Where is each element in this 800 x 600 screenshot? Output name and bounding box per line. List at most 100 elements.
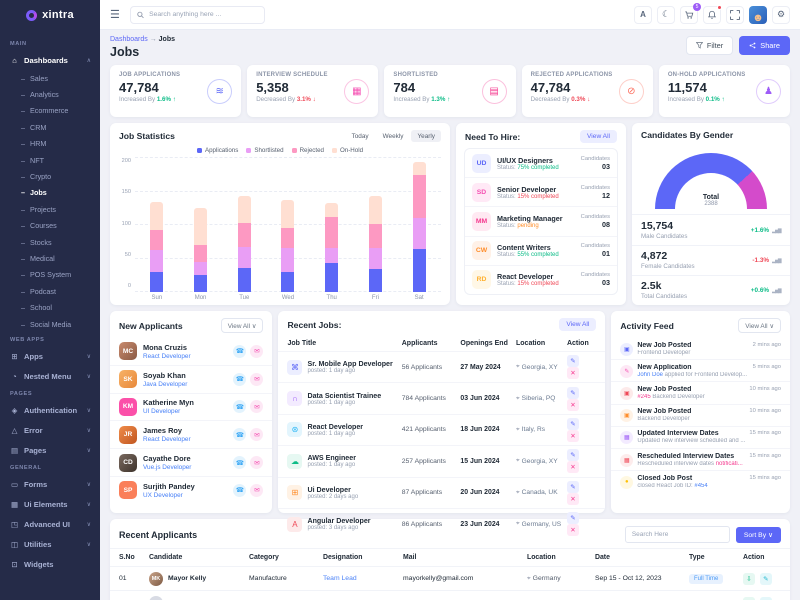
sidebar-item[interactable]: ▤ Pages ∨ xyxy=(10,445,91,455)
sidebar-subitem[interactable]: – Medical xyxy=(21,253,55,263)
message-button[interactable]: ✉ xyxy=(250,400,264,414)
job-row[interactable]: A Angular Developer posted: 3 days ago 8… xyxy=(278,507,606,539)
need-to-hire-view-all-button[interactable]: View All xyxy=(580,130,617,143)
activity-feed-item[interactable]: ▣ New Job Posted Frontend Developer 2 mi… xyxy=(611,338,790,359)
job-row[interactable]: ☁ AWS Engineer posted: 1 day ago 257 App… xyxy=(278,445,606,476)
hire-list-item[interactable]: CW Content Writers Status: 55% completed… xyxy=(465,235,617,265)
table-row[interactable]: 01 MK Mayor Kelly Manufacture Team Lead … xyxy=(110,566,790,590)
applicant-list-item[interactable]: MC Mona Cruzis React Developer ☎ ✉ xyxy=(110,338,272,365)
sidebar-item[interactable]: ⊡ Widgets xyxy=(0,554,100,574)
sidebar-item[interactable]: ▦ Ui Elements ∨ xyxy=(10,499,91,509)
job-row[interactable]: ∩ Data Scientist Trainee posted: 1 day a… xyxy=(278,382,606,413)
sidebar-subitem[interactable]: – Stocks xyxy=(21,237,52,247)
table-row[interactable]: ⌖ ⇩ ✎ xyxy=(110,590,790,600)
hire-list-item[interactable]: UD UI/UX Designers Status: 75% completed… xyxy=(465,149,617,177)
message-button[interactable]: ✉ xyxy=(250,344,264,358)
activity-feed-item[interactable]: ▦ Rescheduled Interview Dates Reschedule… xyxy=(611,447,790,470)
sidebar-subitem[interactable]: – Analytics xyxy=(21,90,59,100)
edit-job-button[interactable]: ✎ xyxy=(566,355,579,368)
cart-icon[interactable]: 5 xyxy=(680,2,701,24)
sidebar-item[interactable]: ◳ Advanced UI ∨ xyxy=(10,519,91,529)
job-row[interactable]: ⊛ React Developer posted: 1 day ago 421 … xyxy=(278,413,606,445)
message-button[interactable]: ✉ xyxy=(250,456,264,470)
sidebar-item[interactable]: △ Error ∨ xyxy=(0,420,100,440)
sidebar-subitem[interactable]: – Projects xyxy=(21,204,56,214)
download-button[interactable]: ⇩ xyxy=(743,572,755,585)
sidebar-subitem[interactable]: – Social Media xyxy=(21,319,72,329)
sidebar-subitem[interactable]: – Crypto xyxy=(21,172,52,182)
recent-jobs-view-all-button[interactable]: View All xyxy=(559,318,597,331)
sidebar-item[interactable]: ⊞ Apps ∨ xyxy=(0,346,100,366)
edit-job-button[interactable]: ✎ xyxy=(566,449,579,462)
activity-feed-item[interactable]: ✎ New Application John Doe applied for F… xyxy=(611,359,790,381)
edit-candidate-button[interactable]: ✎ xyxy=(759,572,772,585)
brand-logo[interactable]: xintra xyxy=(0,0,100,30)
job-row[interactable]: ⌘ Sr. Mobile App Developer posted: 1 day… xyxy=(278,351,606,382)
delete-job-button[interactable]: ✕ xyxy=(566,367,579,380)
table-search-input[interactable] xyxy=(624,526,730,543)
sidebar-subitem[interactable]: – Courses xyxy=(21,221,57,231)
dark-mode-icon[interactable]: ☾ xyxy=(657,5,675,24)
delete-job-button[interactable]: ✕ xyxy=(566,524,579,537)
message-button[interactable]: ✉ xyxy=(250,483,264,497)
edit-job-button[interactable]: ✎ xyxy=(566,512,579,525)
sidebar-subitem[interactable]: – Jobs xyxy=(21,188,47,198)
download-button[interactable]: ⇩ xyxy=(743,596,755,600)
candidate-designation[interactable]: Team Lead xyxy=(323,575,357,582)
edit-job-button[interactable]: ✎ xyxy=(566,386,579,399)
translate-icon[interactable]: A xyxy=(634,5,652,24)
sidebar-subitem[interactable]: – CRM xyxy=(21,122,47,132)
call-button[interactable]: ☎ xyxy=(233,400,247,414)
message-button[interactable]: ✉ xyxy=(250,428,264,442)
sort-by-button[interactable]: Sort By ∨ xyxy=(735,526,781,543)
applicant-list-item[interactable]: SP Surjith Pandey UX Developer ☎ ✉ xyxy=(110,475,273,504)
notifications-bell-icon[interactable] xyxy=(703,4,722,24)
edit-job-button[interactable]: ✎ xyxy=(566,417,579,430)
call-button[interactable]: ☎ xyxy=(233,344,247,358)
global-search[interactable] xyxy=(129,5,265,24)
sidebar-subitem[interactable]: – School xyxy=(21,303,52,313)
new-applicants-view-all-button[interactable]: View All ∨ xyxy=(220,318,264,333)
sidebar-item-dashboards[interactable]: ⌂ Dashboards ∧ xyxy=(0,50,100,70)
sidebar-subitem[interactable]: – Podcast xyxy=(21,286,56,296)
sidebar-item[interactable]: ◔ Nested Menu ∨ xyxy=(0,366,100,386)
message-button[interactable]: ✉ xyxy=(250,372,264,386)
applicant-list-item[interactable]: JR James Roy React Developer ☎ ✉ xyxy=(110,420,273,448)
hire-list-item[interactable]: RD React Developer Status: 15% completed… xyxy=(465,264,617,294)
sidebar-subitem[interactable]: – Ecommerce xyxy=(21,106,69,116)
user-avatar[interactable]: ☻ xyxy=(749,5,767,24)
chart-period-tab[interactable]: Weekly xyxy=(382,132,404,140)
sidebar-item[interactable]: ◫ Utilities ∨ xyxy=(10,539,91,549)
sidebar-subitem[interactable]: – Sales xyxy=(21,73,48,83)
applicant-list-item[interactable]: CD Cayathe Dore Vue.js Developer ☎ ✉ xyxy=(110,448,273,476)
activity-feed-view-all-button[interactable]: View All ∨ xyxy=(738,318,781,333)
activity-feed-item[interactable]: ▣ New Job Posted Backend Developer 10 mi… xyxy=(611,403,790,426)
search-input[interactable] xyxy=(149,11,258,18)
sidebar-subitem[interactable]: – HRM xyxy=(21,139,47,149)
sidebar-subitem[interactable]: – POS System xyxy=(21,270,72,280)
activity-feed-item[interactable]: ● Closed Job Post closed React Job ID: #… xyxy=(611,470,790,492)
filter-button[interactable]: Filter xyxy=(685,36,734,55)
call-button[interactable]: ☎ xyxy=(233,456,247,470)
fullscreen-icon[interactable] xyxy=(726,5,744,24)
delete-job-button[interactable]: ✕ xyxy=(566,461,579,474)
sidebar-item[interactable]: ▭ Forms ∨ xyxy=(10,479,91,489)
chart-period-tab[interactable]: Today xyxy=(351,132,369,140)
settings-gear-icon[interactable]: ⚙ xyxy=(772,5,790,24)
hire-list-item[interactable]: MM Marketing Manager Status: pending Can… xyxy=(465,206,617,235)
applicant-list-item[interactable]: SK Soyab Khan Java Developer ☎ ✉ xyxy=(110,364,273,393)
edit-candidate-button[interactable]: ✎ xyxy=(759,596,772,600)
hamburger-icon[interactable]: ☰ xyxy=(110,9,120,21)
call-button[interactable]: ☎ xyxy=(233,428,247,442)
call-button[interactable]: ☎ xyxy=(233,372,247,386)
activity-feed-item[interactable]: ▦ Updated Interview Dates Updated new in… xyxy=(611,425,790,448)
edit-job-button[interactable]: ✎ xyxy=(566,480,579,493)
share-button[interactable]: Share xyxy=(739,36,790,55)
applicant-list-item[interactable]: KM Katherine Myn UI Developer ☎ ✉ xyxy=(110,392,273,421)
sidebar-item[interactable]: ◈ Authentication ∨ xyxy=(0,400,100,420)
delete-job-button[interactable]: ✕ xyxy=(566,398,579,411)
activity-feed-item[interactable]: ▣ New Job Posted #245 Backend Developer … xyxy=(611,381,790,403)
breadcrumb-dashboards[interactable]: Dashboards xyxy=(110,36,148,43)
sidebar-subitem[interactable]: – NFT xyxy=(21,155,44,165)
delete-job-button[interactable]: ✕ xyxy=(566,429,579,442)
